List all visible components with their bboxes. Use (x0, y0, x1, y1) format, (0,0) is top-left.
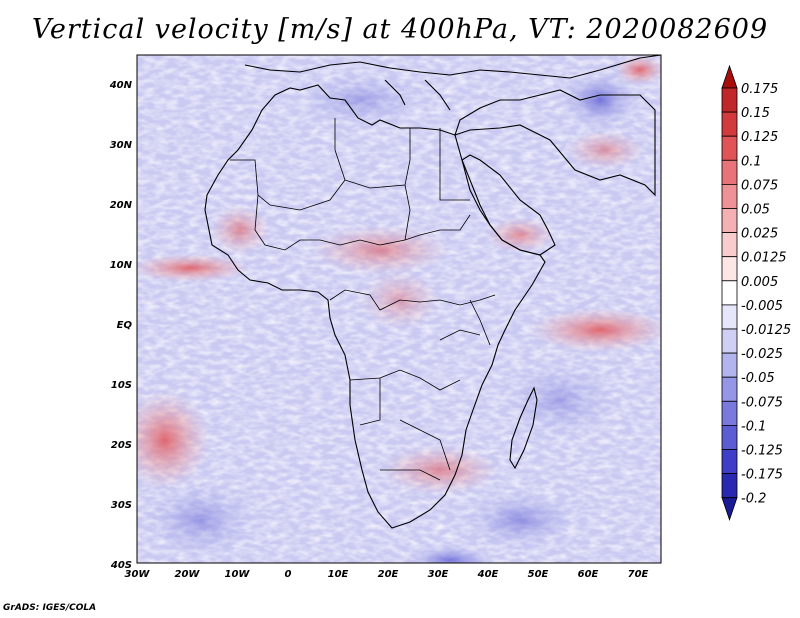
colorbar-swatch (721, 376, 738, 402)
coastlines (204, 54, 662, 529)
lon-tick-50e: 50E (528, 569, 549, 580)
colorbar-swatch (721, 183, 738, 209)
lon-axis: 30W 20W 10W 0 10E 20E 30E 40E 50E 60E 70… (125, 569, 649, 580)
colorbar-swatch (721, 232, 738, 258)
colorbar-level-label: -0.125 (741, 444, 783, 459)
credit-label: GrADS: IGES/COLA (3, 603, 97, 613)
lat-tick-30n: 30N (110, 140, 133, 151)
colorbar-level-label: 0.025 (741, 227, 778, 242)
colorbar-level-label: 0.125 (741, 130, 778, 145)
plot-frame (136, 54, 662, 564)
colorbar-level-label: -0.075 (741, 395, 783, 410)
colorbar-swatch (721, 256, 738, 282)
colorbar-swatch (721, 87, 738, 113)
lat-tick-30s: 30S (111, 500, 132, 511)
colorbar-swatch (721, 473, 738, 499)
colorbar-swatch (721, 328, 738, 354)
colorbar-swatch (721, 424, 738, 450)
colorbar-level-label: 0.005 (741, 275, 778, 290)
map-title: Vertical velocity [m/s] at 400hPa, VT: 2… (31, 14, 769, 45)
colorbar-swatch (721, 159, 738, 185)
velocity-field (137, 55, 661, 563)
colorbar-bottom-arrow-icon (721, 497, 738, 521)
colorbar-level-label: -0.0125 (741, 323, 791, 338)
lat-tick-20s: 20S (111, 440, 132, 451)
colorbar-swatch (721, 400, 738, 426)
lon-tick-0: 0 (285, 569, 292, 580)
colorbar-swatch (721, 304, 738, 330)
colorbar-swatch (721, 449, 738, 475)
lon-tick-10w: 10W (225, 569, 251, 580)
colorbar-level-label: -0.2 (741, 492, 766, 507)
lat-tick-40n: 40N (109, 80, 133, 91)
lon-tick-30e: 30E (428, 569, 449, 580)
colorbar-level-label: -0.025 (741, 347, 783, 362)
colorbar-level-label: -0.175 (741, 468, 783, 483)
lon-tick-40e: 40E (477, 569, 499, 580)
lat-tick-10n: 10N (110, 260, 133, 271)
lon-tick-20w: 20W (175, 569, 201, 580)
colorbar-level-label: 0.175 (741, 82, 778, 97)
colorbar-level-label: -0.1 (741, 419, 766, 434)
colorbar-swatch (721, 280, 738, 306)
colorbar-level-label: 0.075 (741, 178, 778, 193)
lon-tick-60e: 60E (578, 569, 599, 580)
colorbar-swatch (721, 111, 738, 137)
lat-axis: 40N 30N 20N 10N EQ 10S 20S 30S 40S (109, 80, 133, 571)
lon-tick-70e: 70E (628, 569, 649, 580)
colorbar-swatch (721, 135, 738, 161)
lat-tick-40s: 40S (110, 560, 132, 571)
colorbar-level-label: 0.05 (741, 203, 770, 218)
colorbar: 0.175 0.15 0.125 0.1 0.075 0.05 0.025 0.0125 0.0… (721, 64, 791, 521)
colorbar-swatch (721, 208, 738, 234)
lat-tick-20n: 20N (110, 200, 133, 211)
lon-tick-20e: 20E (378, 569, 399, 580)
colorbar-level-label: 0.0125 (741, 251, 787, 266)
colorbar-swatch (721, 352, 738, 378)
lon-tick-30w: 30W (125, 569, 151, 580)
lon-tick-10e: 10E (328, 569, 349, 580)
colorbar-level-label: 0.1 (741, 154, 762, 169)
lat-tick-eq: EQ (117, 320, 133, 331)
colorbar-level-label: 0.15 (741, 106, 770, 121)
colorbar-level-label: -0.005 (741, 299, 783, 314)
country-borders (230, 118, 496, 481)
colorbar-level-label: -0.05 (741, 371, 775, 386)
colorbar-top-arrow-icon (721, 64, 738, 89)
lat-tick-10s: 10S (111, 380, 132, 391)
